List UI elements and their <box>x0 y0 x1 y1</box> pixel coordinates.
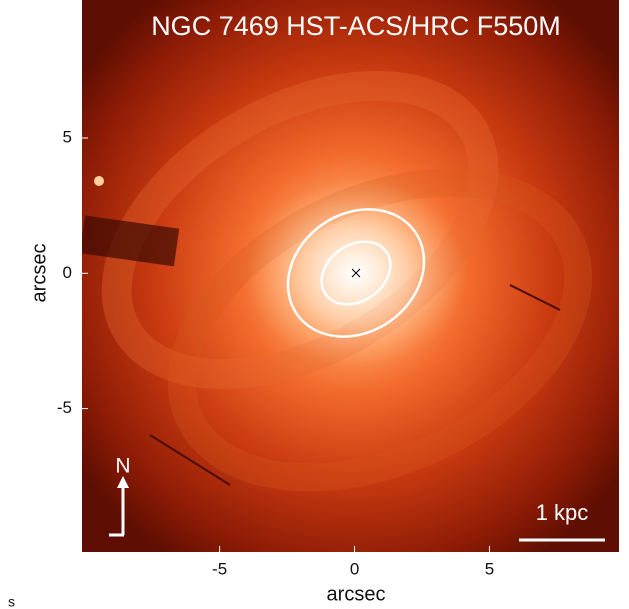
y-tick-label: 0 <box>63 263 72 282</box>
x-tick-label: -5 <box>212 559 227 578</box>
chart-title: NGC 7469 HST-ACS/HRC F550M <box>151 11 561 41</box>
y-tick-label: -5 <box>57 398 72 417</box>
y-axis-label: arcsec <box>28 244 50 303</box>
x-axis-label: arcsec <box>327 583 386 605</box>
center-marker <box>351 268 361 278</box>
y-tick-label: 5 <box>63 127 72 146</box>
galaxy-image <box>82 0 619 552</box>
scale-bar-label: 1 kpc <box>536 500 589 525</box>
x-tick-label: 0 <box>350 559 359 578</box>
compass-label: N <box>115 455 130 478</box>
compass <box>109 476 129 537</box>
inner-aperture <box>320 240 392 306</box>
x-tick-label: 5 <box>485 559 494 578</box>
outer-aperture <box>286 208 426 338</box>
caption-fragment: s <box>8 594 15 609</box>
